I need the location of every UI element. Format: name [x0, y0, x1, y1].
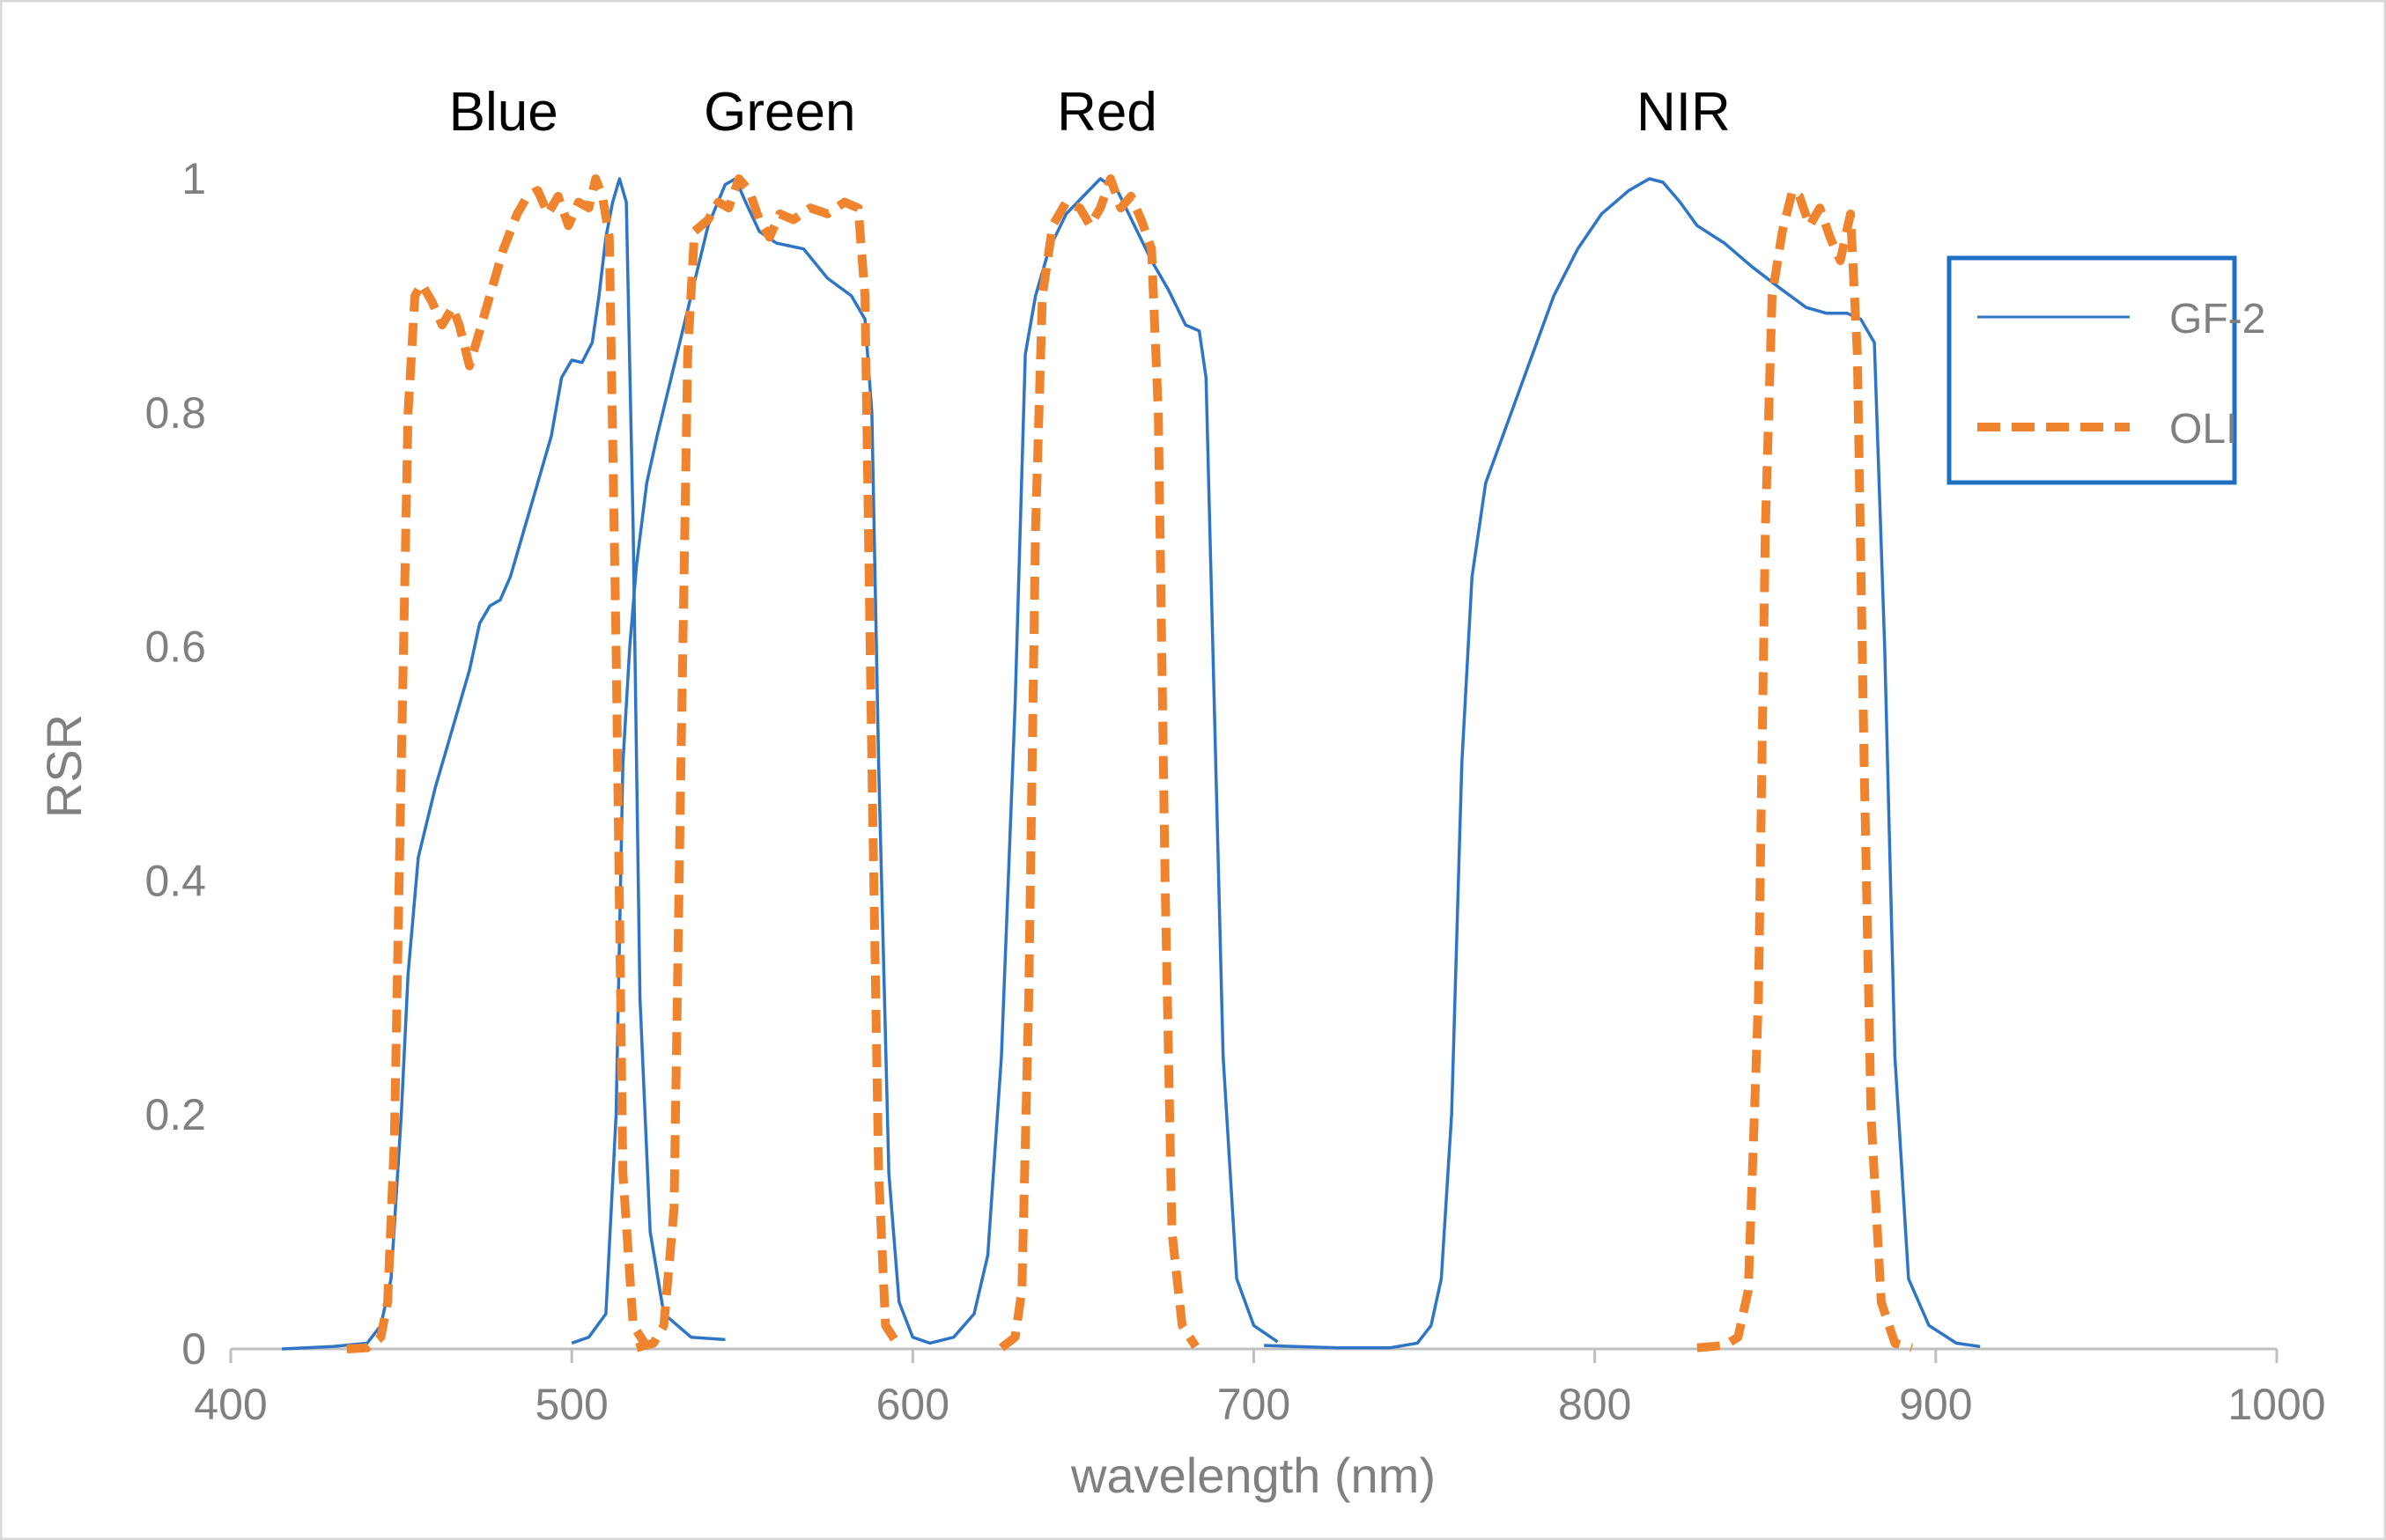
series-lines: [282, 174, 1981, 1353]
series-gf-2: [282, 177, 1981, 1351]
series-line: [346, 174, 651, 1353]
x-tick-label: 400: [194, 1380, 267, 1429]
band-label: Green: [704, 82, 855, 143]
series-oli: [346, 174, 1914, 1353]
y-tick-label: 0.6: [144, 623, 206, 672]
y-tick-label: 0.4: [144, 856, 206, 905]
x-axis-title: wavelength (nm): [1070, 1448, 1436, 1503]
x-tick-label: 500: [535, 1380, 608, 1429]
band-label: NIR: [1636, 82, 1731, 143]
series-line: [635, 174, 904, 1352]
x-tick-label: 800: [1558, 1380, 1631, 1429]
y-tick-label: 0.8: [144, 388, 206, 438]
y-tick-label: 0: [181, 1324, 206, 1374]
x-tick-label: 1000: [2227, 1380, 2325, 1429]
legend-label-oli: OLI: [2169, 406, 2237, 453]
x-tick-label: 700: [1217, 1380, 1290, 1429]
band-label: Red: [1057, 82, 1157, 143]
series-line: [998, 174, 1200, 1352]
series-line: [1264, 177, 1981, 1350]
x-axis-ticks: 400 500 600 700 800 900 1000: [194, 1349, 2326, 1429]
band-label: Blue: [449, 82, 558, 143]
y-axis-ticks: 0 0.2 0.4 0.6 0.8 1: [144, 154, 206, 1374]
legend: GF-2 OLI: [1946, 255, 2265, 485]
y-tick-label: 0.2: [144, 1090, 206, 1139]
series-line: [1696, 186, 1914, 1352]
band-labels: Blue Green Red NIR: [449, 82, 1731, 143]
x-tick-label: 900: [1899, 1380, 1972, 1429]
y-axis-title: RSR: [36, 714, 92, 818]
legend-label-gf2: GF-2: [2169, 296, 2265, 343]
legend-box: [1946, 255, 2237, 485]
series-line: [571, 177, 1279, 1345]
y-tick-label: 1: [181, 154, 206, 203]
x-tick-label: 600: [876, 1380, 949, 1429]
series-line: [282, 177, 726, 1351]
